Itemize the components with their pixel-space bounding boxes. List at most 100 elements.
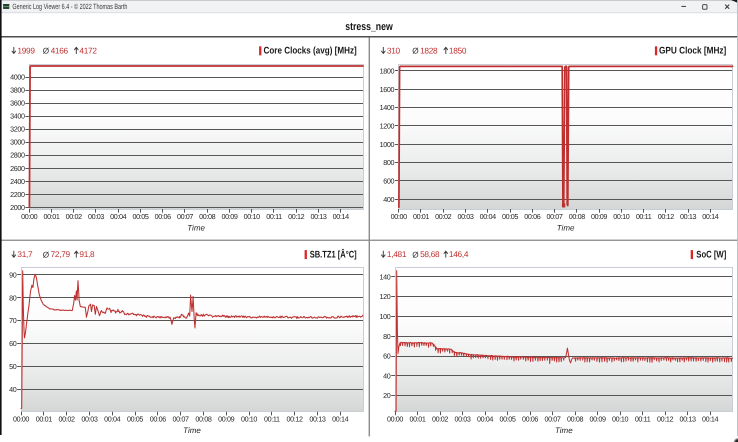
- svg-text:2000: 2000: [10, 203, 25, 212]
- svg-text:1999: 1999: [17, 45, 35, 55]
- svg-text:GPU Clock [MHz]: GPU Clock [MHz]: [659, 46, 726, 57]
- svg-text:00:08: 00:08: [567, 415, 583, 424]
- svg-text:4166: 4166: [51, 45, 69, 55]
- svg-text:310: 310: [387, 45, 401, 55]
- svg-text:1850: 1850: [449, 45, 467, 55]
- svg-text:Time: Time: [557, 223, 575, 232]
- svg-text:00:06: 00:06: [522, 415, 538, 424]
- svg-text:3200: 3200: [10, 125, 25, 134]
- svg-text:00:02: 00:02: [66, 212, 82, 221]
- svg-text:00:09: 00:09: [591, 212, 607, 221]
- svg-text:1800: 1800: [380, 67, 395, 76]
- svg-text:3600: 3600: [10, 99, 25, 108]
- svg-text:80: 80: [9, 293, 17, 302]
- svg-text:00:14: 00:14: [702, 212, 718, 221]
- svg-text:00:10: 00:10: [613, 212, 629, 221]
- svg-text:00:09: 00:09: [590, 415, 606, 424]
- svg-text:00:12: 00:12: [287, 415, 303, 424]
- svg-text:2200: 2200: [10, 190, 25, 199]
- svg-text:00:10: 00:10: [612, 415, 628, 424]
- svg-text:00:11: 00:11: [266, 212, 282, 221]
- svg-text:120: 120: [380, 292, 391, 301]
- svg-text:1200: 1200: [380, 122, 395, 131]
- svg-text:00:11: 00:11: [264, 415, 280, 424]
- svg-text:00:12: 00:12: [658, 212, 674, 221]
- svg-text:00:05: 00:05: [127, 415, 143, 424]
- svg-text:00:07: 00:07: [177, 212, 193, 221]
- svg-text:4172: 4172: [79, 45, 97, 55]
- svg-text:1400: 1400: [380, 103, 395, 112]
- svg-text:00:14: 00:14: [702, 415, 718, 424]
- svg-text:58,68: 58,68: [420, 249, 440, 259]
- svg-text:400: 400: [383, 195, 394, 204]
- svg-text:00:12: 00:12: [657, 415, 673, 424]
- svg-text:00:10: 00:10: [241, 415, 257, 424]
- svg-text:Time: Time: [187, 223, 205, 232]
- svg-text:00:04: 00:04: [110, 212, 126, 221]
- svg-text:2800: 2800: [10, 151, 25, 160]
- svg-text:40: 40: [383, 371, 391, 380]
- svg-text:2600: 2600: [10, 164, 25, 173]
- svg-text:1600: 1600: [380, 85, 395, 94]
- svg-text:SoC [W]: SoC [W]: [696, 249, 726, 260]
- svg-text:90: 90: [9, 270, 17, 279]
- svg-text:00:12: 00:12: [288, 212, 304, 221]
- svg-text:00:06: 00:06: [150, 415, 166, 424]
- svg-text:Ø: Ø: [43, 47, 50, 56]
- svg-text:00:03: 00:03: [457, 212, 473, 221]
- svg-text:4000: 4000: [10, 73, 25, 82]
- svg-text:00:00: 00:00: [387, 415, 403, 424]
- svg-text:00:06: 00:06: [155, 212, 171, 221]
- svg-text:31,7: 31,7: [17, 249, 33, 259]
- svg-text:SB.TZ1 [Â°C]: SB.TZ1 [Â°C]: [310, 248, 357, 260]
- svg-text:00:00: 00:00: [13, 415, 29, 424]
- svg-text:Ø: Ø: [412, 47, 419, 56]
- svg-text:00:01: 00:01: [36, 415, 52, 424]
- svg-text:00:00: 00:00: [21, 212, 37, 221]
- svg-text:60: 60: [383, 352, 391, 361]
- svg-text:146,4: 146,4: [449, 249, 469, 259]
- svg-text:00:08: 00:08: [199, 212, 215, 221]
- svg-text:Time: Time: [555, 426, 573, 435]
- svg-text:00:08: 00:08: [195, 415, 211, 424]
- svg-text:60: 60: [9, 339, 17, 348]
- svg-text:1000: 1000: [380, 140, 395, 149]
- svg-text:00:13: 00:13: [680, 415, 696, 424]
- svg-text:00:07: 00:07: [544, 415, 560, 424]
- svg-text:2400: 2400: [10, 177, 25, 186]
- svg-text:00:00: 00:00: [391, 212, 407, 221]
- svg-text:00:11: 00:11: [635, 415, 651, 424]
- svg-text:00:01: 00:01: [413, 212, 429, 221]
- svg-text:00:03: 00:03: [454, 415, 470, 424]
- svg-text:00:04: 00:04: [480, 212, 496, 221]
- svg-text:00:07: 00:07: [546, 212, 562, 221]
- svg-text:00:14: 00:14: [333, 212, 349, 221]
- svg-text:00:09: 00:09: [221, 212, 237, 221]
- svg-text:00:01: 00:01: [409, 415, 425, 424]
- svg-text:3400: 3400: [10, 112, 25, 121]
- svg-text:20: 20: [383, 391, 391, 400]
- svg-text:00:04: 00:04: [477, 415, 493, 424]
- svg-text:140: 140: [380, 272, 391, 281]
- svg-text:00:05: 00:05: [132, 212, 148, 221]
- svg-text:00:09: 00:09: [218, 415, 234, 424]
- svg-text:40: 40: [9, 385, 17, 394]
- svg-text:00:10: 00:10: [244, 212, 260, 221]
- svg-text:600: 600: [383, 177, 394, 186]
- svg-text:00:02: 00:02: [432, 415, 448, 424]
- svg-text:00:03: 00:03: [81, 415, 97, 424]
- svg-text:50: 50: [9, 362, 17, 371]
- svg-text:00:02: 00:02: [59, 415, 75, 424]
- svg-text:00:02: 00:02: [435, 212, 451, 221]
- svg-text:800: 800: [383, 158, 394, 167]
- svg-text:00:13: 00:13: [680, 212, 696, 221]
- svg-text:00:08: 00:08: [569, 212, 585, 221]
- svg-text:00:13: 00:13: [310, 212, 326, 221]
- svg-text:stress_new: stress_new: [345, 21, 393, 33]
- svg-text:Time: Time: [183, 426, 201, 435]
- svg-text:00:14: 00:14: [332, 415, 348, 424]
- svg-text:Core Clocks (avg) [MHz]: Core Clocks (avg) [MHz]: [264, 46, 357, 57]
- svg-text:70: 70: [9, 316, 17, 325]
- svg-text:Generic Log Viewer 6.4 - © 202: Generic Log Viewer 6.4 - © 2022 Thomas B…: [12, 2, 127, 11]
- svg-text:3000: 3000: [10, 138, 25, 147]
